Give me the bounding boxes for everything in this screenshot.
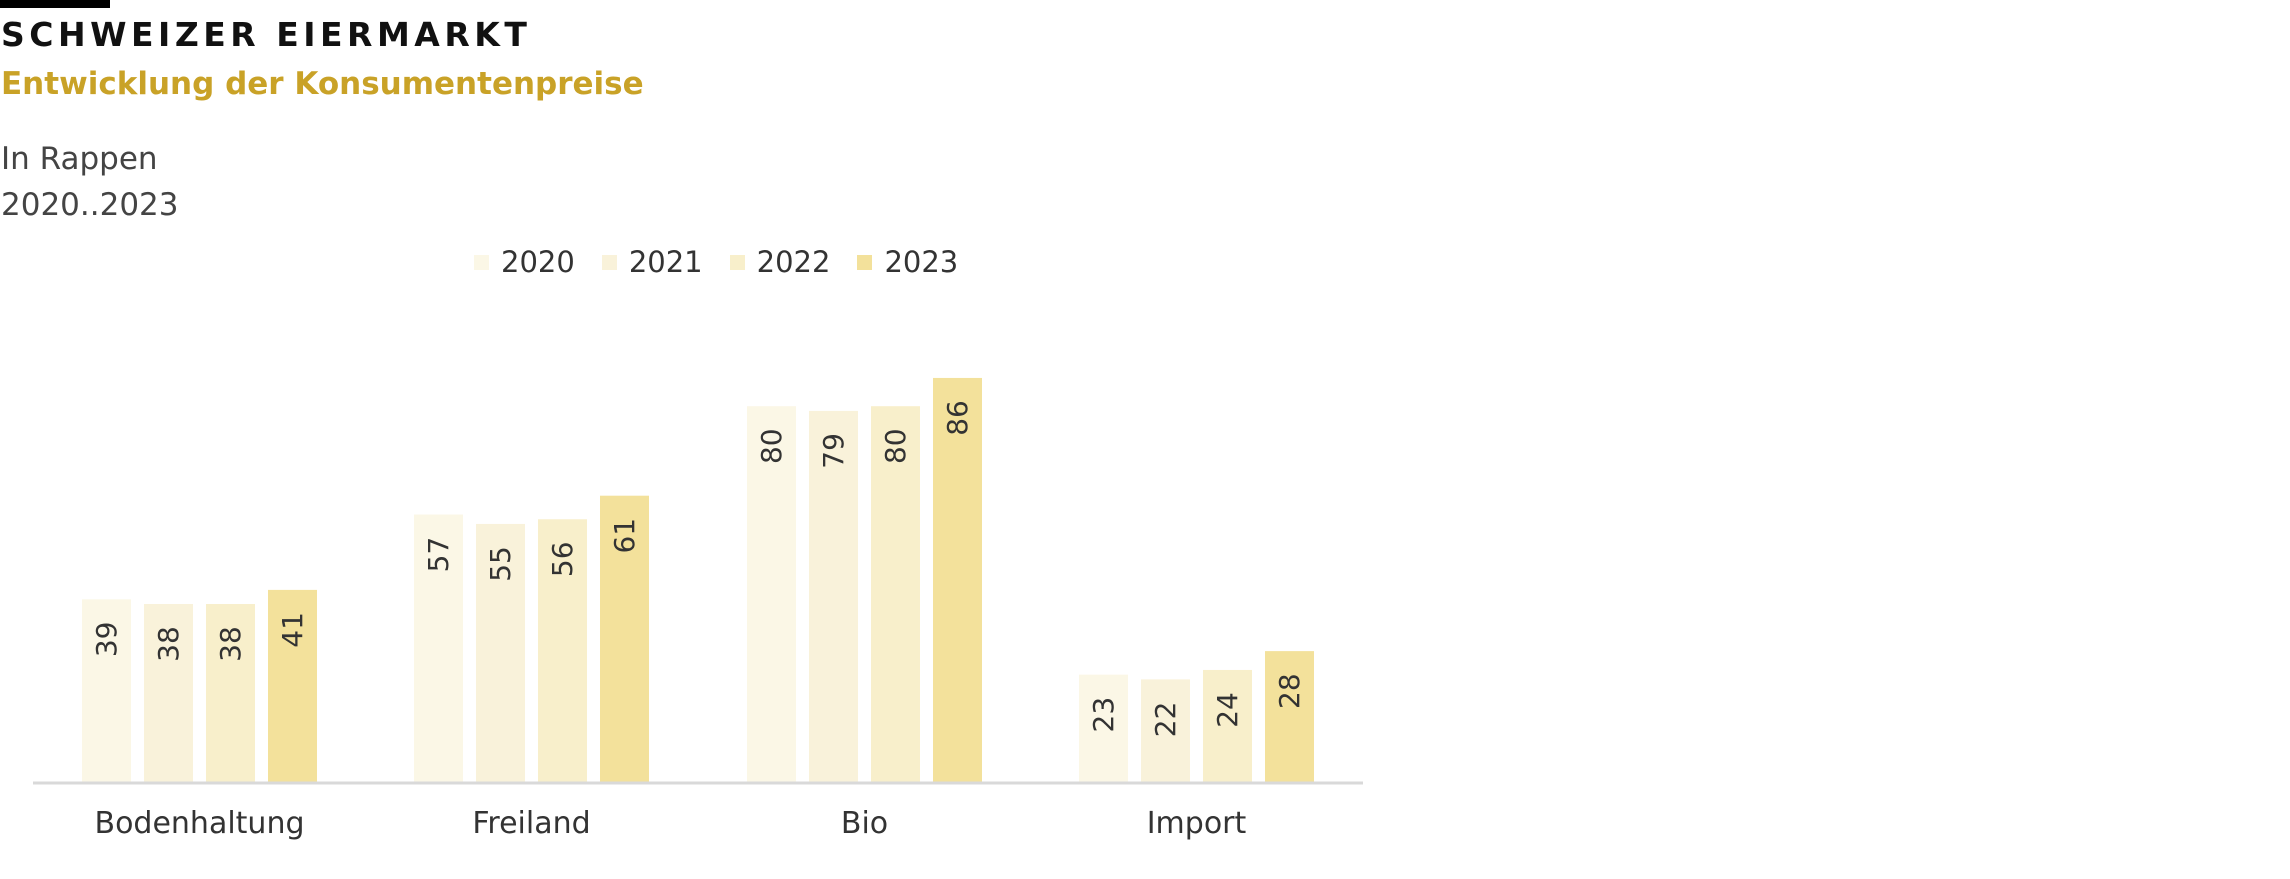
chart-title: Entwicklung der Konsumentenpreise	[1, 66, 644, 102]
subtitle-range: 2020..2023	[1, 187, 179, 223]
legend-swatch	[729, 254, 745, 270]
bar-import-2022	[1203, 669, 1252, 783]
data-label: 80	[879, 428, 912, 464]
legend-swatch	[601, 254, 617, 270]
data-label: 86	[941, 400, 974, 436]
bar-freiland-2020	[414, 514, 463, 783]
data-label: 39	[90, 621, 123, 657]
bar-bio-2022	[871, 406, 920, 783]
data-label: 80	[755, 428, 788, 464]
x-tick-label: Bodenhaltung	[94, 806, 304, 841]
data-label: 41	[276, 612, 309, 648]
bar-bodenhaltung-2020	[82, 599, 131, 783]
legend-label: 2022	[756, 245, 831, 279]
bar-import-2021	[1141, 679, 1190, 783]
x-tick-label: Import	[1147, 806, 1247, 841]
data-label: 38	[152, 626, 185, 662]
data-label: 24	[1211, 692, 1244, 728]
legend-swatch	[857, 254, 873, 270]
bar-import-2023	[1265, 651, 1314, 783]
legend-item-2023: 2023	[857, 245, 958, 279]
data-label: 79	[817, 433, 850, 469]
data-label: 57	[422, 537, 455, 573]
bar-freiland-2023	[600, 495, 649, 783]
bar-bio-2020	[747, 406, 796, 783]
legend-item-2022: 2022	[729, 245, 831, 279]
bar-bio-2021	[809, 410, 858, 783]
bar-bio-2023	[933, 377, 982, 783]
legend-label: 2023	[884, 245, 959, 279]
bar-bodenhaltung-2022	[206, 604, 255, 783]
legend-item-2021: 2021	[601, 245, 703, 279]
legend-label: 2021	[628, 245, 703, 279]
legend-item-2020: 2020	[474, 245, 575, 279]
bar-freiland-2022	[538, 519, 587, 783]
x-tick-label: Freiland	[472, 806, 590, 841]
bar-import-2020	[1079, 674, 1128, 783]
data-label: 55	[484, 546, 517, 582]
chart-subtitle: In Rappen 2020..2023	[1, 136, 179, 228]
bar-bodenhaltung-2021	[144, 604, 193, 783]
bar-freiland-2021	[476, 523, 525, 783]
data-label: 28	[1273, 673, 1306, 709]
bar-bodenhaltung-2023	[268, 589, 317, 783]
kicker: SCHWEIZER EIERMARKT	[1, 15, 532, 54]
data-label: 22	[1149, 702, 1182, 738]
legend: 2020 2021 2022 2023	[474, 244, 985, 280]
x-tick-label: Bio	[841, 806, 888, 841]
data-label: 38	[214, 626, 247, 662]
data-label: 61	[608, 518, 641, 554]
legend-label: 2020	[501, 245, 575, 279]
subtitle-unit: In Rappen	[1, 141, 158, 177]
data-label: 23	[1087, 697, 1120, 733]
legend-swatch	[474, 254, 489, 270]
data-label: 56	[546, 541, 579, 577]
top-rule	[0, 0, 110, 8]
